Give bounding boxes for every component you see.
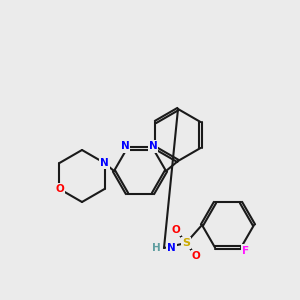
Text: N: N [148, 142, 158, 152]
Text: N: N [121, 142, 129, 152]
Text: O: O [192, 251, 200, 261]
Text: S: S [182, 238, 190, 248]
Text: O: O [172, 225, 180, 235]
Text: O: O [55, 184, 64, 194]
Text: H: H [152, 243, 161, 253]
Text: N: N [100, 158, 109, 168]
Text: F: F [242, 245, 250, 256]
Text: N: N [167, 243, 176, 253]
